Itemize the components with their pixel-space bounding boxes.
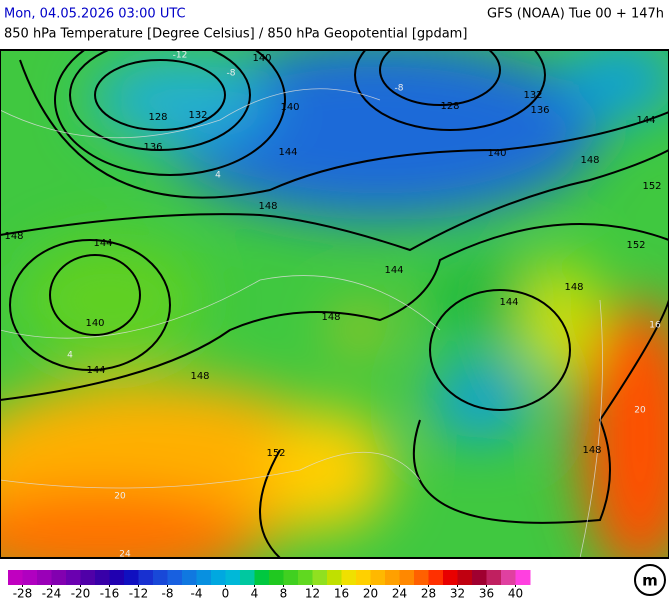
temperature-label: -8 — [227, 69, 236, 79]
colorbar-tick-label: 12 — [305, 587, 320, 601]
colorbar-swatch — [385, 570, 400, 585]
colorbar-tick-label: -28 — [13, 587, 33, 601]
contour-label: 148 — [190, 371, 209, 382]
contour-label: 136 — [143, 142, 162, 153]
colorbar-swatch — [501, 570, 516, 585]
contour-label: 148 — [582, 445, 601, 456]
colorbar-tick-label: -12 — [129, 587, 149, 601]
colorbar-swatch — [515, 570, 531, 585]
logo-mark: m — [642, 572, 658, 590]
contour-label: 148 — [564, 282, 583, 293]
colorbar-swatch — [399, 570, 415, 585]
contour-label: 144 — [93, 238, 112, 249]
colorbar-tick-label: 4 — [251, 587, 259, 601]
colorbar-swatch — [283, 570, 299, 585]
colorbar-swatch — [138, 570, 154, 585]
temperature-label: -8 — [395, 84, 404, 94]
colorbar-swatch — [22, 570, 38, 585]
colorbar-tick-label: 20 — [363, 587, 378, 601]
colorbar-swatch — [443, 570, 458, 585]
colorbar-tick-label: 40 — [508, 587, 523, 601]
model-run: GFS (NOAA) Tue 00 + 147h — [487, 7, 664, 22]
colorbar-tick-label: -4 — [191, 587, 203, 601]
contour-label: 144 — [278, 147, 297, 158]
logo — [634, 564, 666, 596]
colorbar-tick-label: -24 — [42, 587, 62, 601]
temperature-label: 20 — [634, 406, 646, 416]
colorbar-tick-label: 0 — [222, 587, 230, 601]
colorbar-swatch — [109, 570, 125, 585]
colorbar-swatch — [167, 570, 183, 585]
colorbar-swatch — [182, 570, 197, 585]
map — [0, 50, 669, 558]
datetime: Mon, 04.05.2026 03:00 UTC — [4, 7, 186, 22]
colorbar-swatch — [8, 570, 23, 585]
colorbar-tick-label: 36 — [479, 587, 494, 601]
temperature-label: 4 — [67, 351, 73, 361]
temperature-label: 16 — [649, 321, 661, 331]
contour-label: 144 — [384, 265, 403, 276]
colorbar-swatch — [95, 570, 110, 585]
contour-label: 144 — [636, 115, 655, 126]
colorbar-swatch — [298, 570, 313, 585]
colorbar-swatch — [327, 570, 342, 585]
contour-label: 148 — [258, 201, 277, 212]
contour-label: 140 — [487, 148, 506, 159]
temperature-label: 24 — [119, 550, 131, 560]
colorbar-tick-label: -8 — [162, 587, 174, 601]
temperature-label: 20 — [114, 492, 126, 502]
colorbar-swatch — [124, 570, 139, 585]
colorbar-tick-label: 28 — [421, 587, 436, 601]
colorbar-tick-label: 32 — [450, 587, 465, 601]
colorbar-swatch — [153, 570, 168, 585]
colorbar-tick-label: 8 — [280, 587, 288, 601]
contour-label: 152 — [626, 240, 645, 251]
colorbar-tick-label: 24 — [392, 587, 407, 601]
contour-label: 128 — [148, 112, 167, 123]
colorbar-swatch — [66, 570, 81, 585]
colorbar-swatch — [51, 570, 67, 585]
contour-label: 132 — [188, 110, 207, 121]
contour-label: 152 — [642, 181, 661, 192]
contour-label: 144 — [499, 297, 518, 308]
colorbar-swatch — [196, 570, 212, 585]
contour-label: 148 — [580, 155, 599, 166]
contour-label: 136 — [530, 105, 549, 116]
contour-label: 140 — [280, 102, 299, 113]
temperature-label: 4 — [215, 171, 221, 181]
colorbar-swatch — [312, 570, 328, 585]
colorbar-swatch — [240, 570, 255, 585]
colorbar-swatch — [472, 570, 487, 585]
colorbar-swatch — [254, 570, 270, 585]
contour-label: 140 — [252, 53, 271, 64]
colorbar-swatch — [428, 570, 444, 585]
colorbar-swatch — [341, 570, 357, 585]
colorbar-swatch — [486, 570, 502, 585]
colorbar-tick-label: -16 — [100, 587, 120, 601]
colorbar-swatch — [37, 570, 52, 585]
contour-label: 148 — [4, 231, 23, 242]
contour-label: 140 — [85, 318, 104, 329]
colorbar-swatch — [370, 570, 386, 585]
contour-label: 152 — [266, 448, 285, 459]
map-frame — [0, 49, 669, 559]
colorbar-tick-label: -20 — [71, 587, 91, 601]
colorbar-swatch — [225, 570, 241, 585]
colorbar-swatch — [457, 570, 473, 585]
contour-label: 144 — [86, 365, 105, 376]
colorbar-swatch — [80, 570, 96, 585]
contour-label: 148 — [321, 312, 340, 323]
colorbar-swatch — [211, 570, 226, 585]
colorbar-swatch — [356, 570, 371, 585]
contour-label: 132 — [523, 90, 542, 101]
temperature-label: -12 — [173, 51, 188, 61]
colorbar-swatch — [269, 570, 284, 585]
colorbar-tick-label: 16 — [334, 587, 349, 601]
subtitle: 850 hPa Temperature [Degree Celsius] / 8… — [4, 27, 467, 42]
contour-label: 128 — [440, 101, 459, 112]
colorbar-swatch — [414, 570, 429, 585]
